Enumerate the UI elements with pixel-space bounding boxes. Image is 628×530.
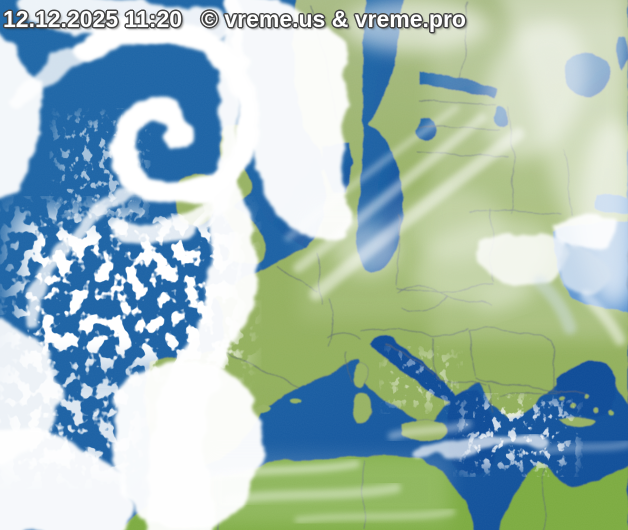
satellite-weather-map: 12.12.2025 11:20 © vreme.us & vreme.pro bbox=[0, 0, 628, 530]
sensor-grain bbox=[0, 0, 628, 530]
satellite-canvas bbox=[0, 0, 628, 530]
